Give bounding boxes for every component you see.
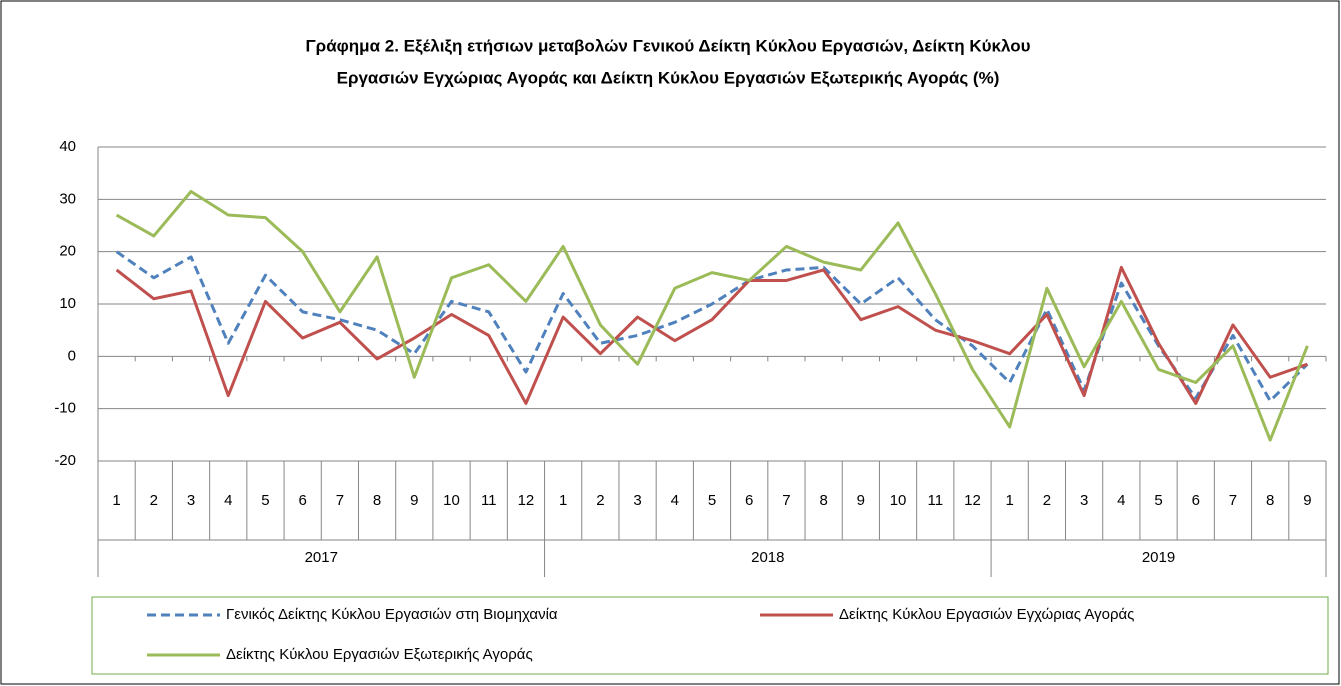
y-tick-label: 30	[59, 190, 76, 207]
x-tick-label: 5	[708, 492, 716, 509]
x-tick-label: 9	[857, 492, 865, 509]
x-tick-label: 5	[261, 492, 269, 509]
y-tick-label: 20	[59, 243, 76, 260]
x-tick-label: 3	[1080, 492, 1088, 509]
x-tick-label: 6	[1192, 492, 1200, 509]
x-tick-label: 1	[1006, 492, 1014, 509]
group-label: 2017	[305, 549, 338, 566]
x-tick-label: 2	[150, 492, 158, 509]
x-tick-label: 7	[1229, 492, 1237, 509]
x-tick-label: 4	[1117, 492, 1125, 509]
x-tick-label: 9	[410, 492, 418, 509]
y-tick-label: -20	[54, 452, 76, 469]
group-label: 2018	[751, 549, 784, 566]
x-tick-label: 10	[443, 492, 460, 509]
x-tick-label: 2	[596, 492, 604, 509]
x-tick-label: 3	[187, 492, 195, 509]
chart-title: Γράφημα 2. Εξέλιξη ετήσιων μεταβολών Γεν…	[305, 36, 1030, 55]
series-line	[115, 189, 1309, 442]
chart-title: Εργασιών Εγχώριας Αγοράς και Δείκτη Κύκλ…	[337, 68, 1000, 87]
x-tick-label: 3	[633, 492, 641, 509]
x-tick-label: 7	[336, 492, 344, 509]
x-tick-label: 12	[518, 492, 535, 509]
x-tick-label: 8	[1266, 492, 1274, 509]
x-tick-label: 6	[298, 492, 306, 509]
x-tick-label: 8	[819, 492, 827, 509]
y-tick-label: 0	[68, 347, 76, 364]
x-tick-label: 11	[927, 492, 943, 509]
x-tick-label: 1	[112, 492, 120, 509]
x-tick-label: 4	[671, 492, 679, 509]
series-line	[115, 265, 1308, 405]
x-tick-label: 5	[1154, 492, 1162, 509]
x-tick-label: 12	[964, 492, 981, 509]
series-line	[115, 250, 1309, 403]
x-tick-label: 7	[782, 492, 790, 509]
x-tick-label: 6	[745, 492, 753, 509]
legend-label: Δείκτης Κύκλου Εργασιών Εγχώριας Αγοράς	[839, 606, 1134, 623]
legend-label: Δείκτης Κύκλου Εργασιών Εξωτερικής Αγορά…	[226, 646, 533, 663]
x-tick-label: 1	[559, 492, 567, 509]
x-tick-label: 11	[481, 492, 497, 509]
x-tick-label: 9	[1303, 492, 1311, 509]
legend-label: Γενικός Δείκτης Κύκλου Εργασιών στη Βιομ…	[226, 606, 558, 623]
x-tick-label: 10	[890, 492, 907, 509]
y-tick-label: -10	[54, 400, 76, 417]
x-tick-label: 2	[1043, 492, 1051, 509]
legend-box	[91, 596, 1329, 675]
x-tick-label: 4	[224, 492, 232, 509]
y-tick-label: 40	[59, 138, 76, 155]
x-tick-label: 8	[373, 492, 381, 509]
y-tick-label: 10	[59, 295, 76, 312]
group-label: 2019	[1142, 549, 1175, 566]
